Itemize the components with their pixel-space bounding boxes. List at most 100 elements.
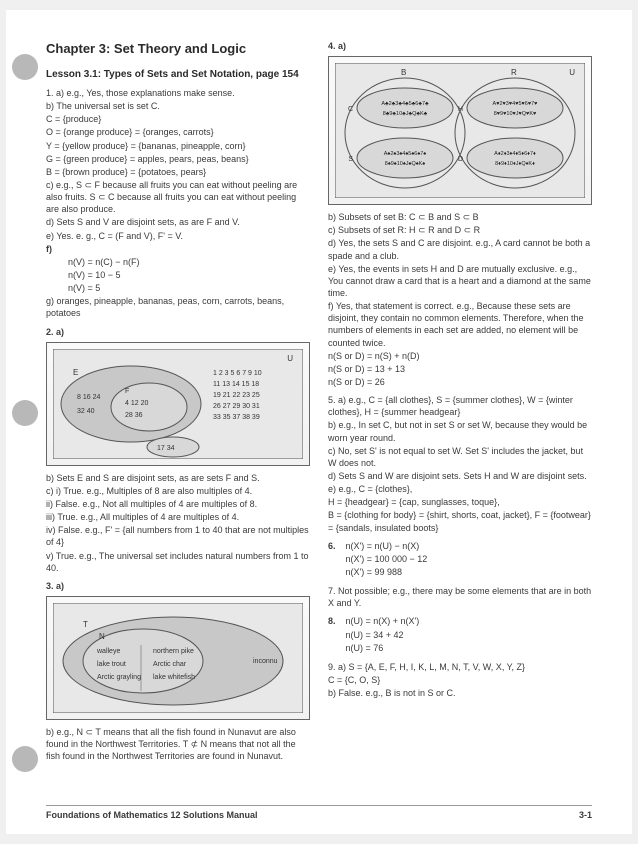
q1c: c) e.g., S ⊂ F because all fruits you ca… (46, 179, 310, 215)
punch-hole (12, 746, 38, 772)
q1f-2: n(V) = 10 − 5 (46, 269, 310, 281)
svg-text:N: N (99, 632, 105, 641)
q9b: b) False. e.g., B is not in S or C. (328, 687, 592, 699)
q3a: 3. a) (46, 580, 310, 592)
punch-hole (12, 54, 38, 80)
svg-text:lake trout: lake trout (97, 661, 126, 668)
q1e: e) Yes. e. g., C = (F and V), F' = V. (46, 230, 310, 242)
content-columns: Chapter 3: Set Theory and Logic Lesson 3… (46, 40, 592, 763)
q1b-b: B = {brown produce} = {potatoes, pears} (46, 166, 310, 178)
q6-3: n(X') = 99 988 (346, 566, 428, 578)
q2c2: ii) False. e.g., Not all multiples of 4 … (46, 498, 310, 510)
q5b: b) e.g., In set C, but not in set S or s… (328, 419, 592, 443)
q1a: 1. a) e.g., Yes, those explanations make… (46, 87, 310, 99)
svg-text:T: T (83, 620, 88, 629)
q6-2: n(X') = 100 000 − 12 (346, 553, 428, 565)
q5d: d) Sets S and W are disjoint sets. Sets … (328, 470, 592, 482)
q3b: b) e.g., N ⊂ T means that all the fish f… (46, 726, 310, 762)
q2c1: c) i) True. e.g., Multiples of 8 are als… (46, 485, 310, 497)
page: Chapter 3: Set Theory and Logic Lesson 3… (6, 10, 632, 834)
q1d: d) Sets S and V are disjoint sets, as ar… (46, 216, 310, 228)
q4f: f) Yes, that statement is correct. e.g.,… (328, 300, 592, 349)
q8-3: n(U) = 76 (346, 642, 420, 654)
svg-text:1 2 3 5 6 7 9 10: 1 2 3 5 6 7 9 10 (213, 370, 262, 377)
q1f: f) (46, 243, 310, 255)
q4f-2: n(S or D) = 13 + 13 (328, 363, 592, 375)
q5c: c) No, set S' is not equal to set W. Set… (328, 445, 592, 469)
q4a: 4. a) (328, 40, 592, 52)
q5a: 5. a) e.g., C = {all clothes}, S = {summ… (328, 394, 592, 418)
svg-text:C: C (348, 106, 353, 113)
svg-text:4 12 20: 4 12 20 (125, 400, 148, 407)
q2a: 2. a) (46, 326, 310, 338)
q2c4: iv) False. e.g., F' = {all numbers from … (46, 524, 310, 548)
venn-cards-diagram: UBRCA♣2♣3♣4♣5♣6♣7♣8♣9♣10♣J♣Q♣K♣SA♠2♠3♠4♠… (335, 63, 585, 198)
svg-text:E: E (73, 368, 78, 377)
q6-1: n(X') = n(U) − n(X) (346, 540, 428, 552)
svg-text:A♠2♠3♠4♠5♠6♠7♠: A♠2♠3♠4♠5♠6♠7♠ (384, 151, 427, 157)
svg-text:8♣9♣10♣J♣Q♣K♣: 8♣9♣10♣J♣Q♣K♣ (383, 111, 428, 117)
svg-text:U: U (569, 68, 575, 77)
svg-text:8 16 24: 8 16 24 (77, 394, 100, 401)
q4c: c) Subsets of set R: H ⊂ R and D ⊂ R (328, 224, 592, 236)
svg-text:33 35 37 38 39: 33 35 37 38 39 (213, 414, 260, 421)
q9a: 9. a) S = {A, E, F, H, I, K, L, M, N, T,… (328, 661, 592, 673)
q4f-3: n(S or D) = 26 (328, 376, 592, 388)
q4f-1: n(S or D) = n(S) + n(D) (328, 350, 592, 362)
right-column: 4. a) UBRCA♣2♣3♣4♣5♣6♣7♣8♣9♣10♣J♣Q♣K♣SA♠… (328, 40, 592, 763)
q4d: d) Yes, the sets S and C are disjoint. e… (328, 237, 592, 261)
svg-text:32 40: 32 40 (77, 408, 95, 415)
q7: 7. Not possible; e.g., there may be some… (328, 585, 592, 609)
q2c5: v) True. e.g., The universal set include… (46, 550, 310, 574)
venn-fish-diagram: TNwalleyelake troutArctic graylingnorthe… (53, 603, 303, 713)
svg-text:F: F (125, 388, 129, 395)
q5e-h: H = {headgear} = {cap, sunglasses, toque… (328, 496, 592, 508)
q1b-g: G = {green produce} = apples, pears, pea… (46, 153, 310, 165)
q8-body: n(U) = n(X) + n(X') n(U) = 34 + 42 n(U) … (346, 615, 420, 654)
svg-text:A♣2♣3♣4♣5♣6♣7♣: A♣2♣3♣4♣5♣6♣7♣ (381, 101, 429, 107)
q2c3: iii) True. e.g., All multiples of 4 are … (46, 511, 310, 523)
svg-text:19 21 22 23 25: 19 21 22 23 25 (213, 392, 260, 399)
svg-text:A♥2♥3♥4♥5♥6♥7♥: A♥2♥3♥4♥5♥6♥7♥ (493, 101, 538, 107)
lesson-title: Lesson 3.1: Types of Sets and Set Notati… (46, 68, 310, 82)
footer-right: 3-1 (579, 810, 592, 820)
svg-text:8♠9♠10♠J♠Q♠K♠: 8♠9♠10♠J♠Q♠K♠ (385, 161, 426, 167)
venn-numbers-diagram: U E F 8 16 24 32 40 4 12 20 28 36 17 34 1 2 3 5 … (53, 349, 303, 459)
q1b-o: O = {orange produce} = {oranges, carrots… (46, 126, 310, 138)
svg-text:8♦9♦10♦J♦Q♦K♦: 8♦9♦10♦J♦Q♦K♦ (495, 161, 535, 167)
q1b-c: C = {produce} (46, 113, 310, 125)
q6-row: 6. n(X') = n(U) − n(X) n(X') = 100 000 −… (328, 540, 592, 579)
svg-text:17 34: 17 34 (157, 445, 175, 452)
q6-body: n(X') = n(U) − n(X) n(X') = 100 000 − 12… (346, 540, 428, 579)
svg-text:U: U (287, 354, 293, 363)
q4e: e) Yes, the events in sets H and D are m… (328, 263, 592, 299)
svg-text:28 36: 28 36 (125, 412, 143, 419)
svg-text:lake whitefish: lake whitefish (153, 674, 195, 681)
q8-1: n(U) = n(X) + n(X') (346, 615, 420, 627)
page-footer: Foundations of Mathematics 12 Solutions … (46, 805, 592, 820)
svg-text:26 27 29 30 31: 26 27 29 30 31 (213, 403, 260, 410)
q1g: g) oranges, pineapple, bananas, peas, co… (46, 295, 310, 319)
svg-text:A♦2♦3♦4♦5♦6♦7♦: A♦2♦3♦4♦5♦6♦7♦ (494, 151, 536, 157)
svg-text:inconnu: inconnu (253, 658, 278, 665)
figure-2a: U E F 8 16 24 32 40 4 12 20 28 36 17 34 1 2 3 5 … (46, 342, 310, 466)
q1f-3: n(V) = 5 (46, 282, 310, 294)
q9a2: C = {C, O, S} (328, 674, 592, 686)
q5e-b: B = {clothing for body} = {shirt, shorts… (328, 509, 592, 533)
svg-text:R: R (511, 68, 517, 77)
footer-left: Foundations of Mathematics 12 Solutions … (46, 810, 258, 820)
q8: 8. (328, 615, 336, 654)
svg-text:H: H (458, 106, 463, 113)
punch-hole (12, 400, 38, 426)
q5e: e) e.g., C = {clothes}, (328, 483, 592, 495)
svg-text:D: D (458, 156, 463, 163)
svg-text:walleye: walleye (96, 648, 120, 655)
q2b: b) Sets E and S are disjoint sets, as ar… (46, 472, 310, 484)
left-column: Chapter 3: Set Theory and Logic Lesson 3… (46, 40, 310, 763)
svg-text:Arctic char: Arctic char (153, 661, 187, 668)
q1b: b) The universal set is set C. (46, 100, 310, 112)
svg-text:8♥9♥10♥J♥Q♥K♥: 8♥9♥10♥J♥Q♥K♥ (494, 111, 537, 117)
q8-2: n(U) = 34 + 42 (346, 629, 420, 641)
chapter-title: Chapter 3: Set Theory and Logic (46, 40, 310, 58)
svg-text:S: S (348, 156, 353, 163)
